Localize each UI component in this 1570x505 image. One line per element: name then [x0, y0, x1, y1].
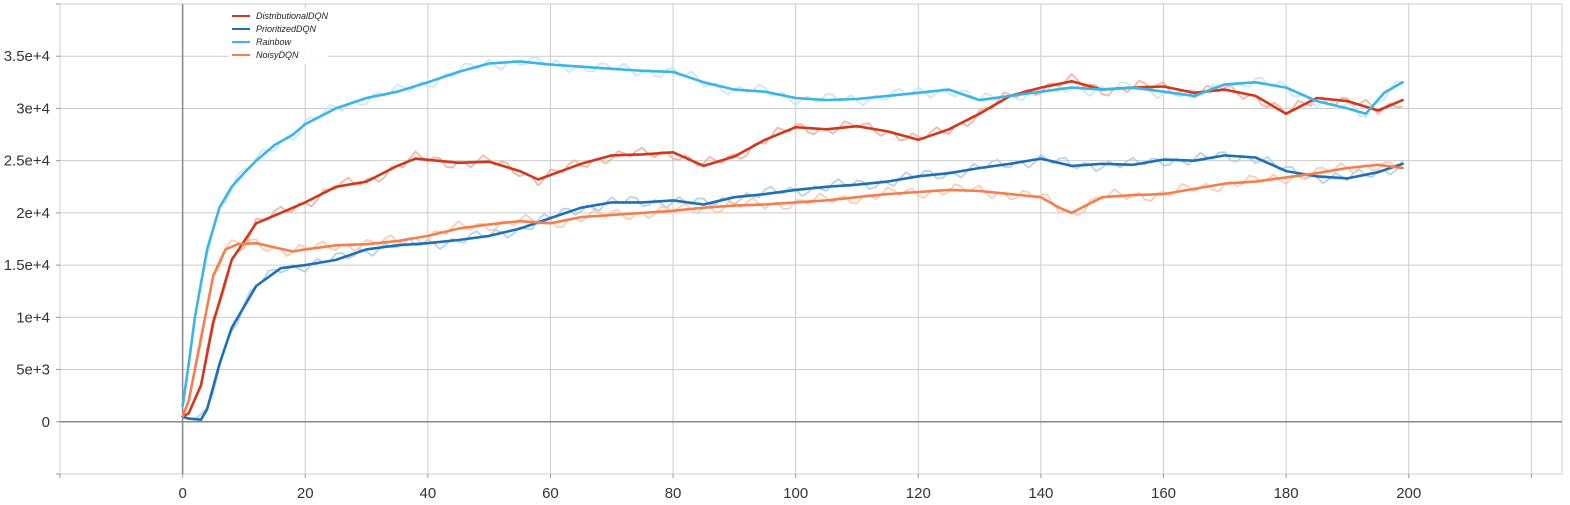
series-line-DistributionalDQN: [181, 80, 1404, 418]
y-tick-label: 2.5e+4: [4, 153, 50, 170]
x-tick-label: 0: [178, 485, 186, 502]
x-tick-label: 60: [542, 485, 559, 502]
legend: DistributionalDQN PrioritizedDQN Rainbow No…: [228, 8, 329, 64]
legend-label: DistributionalDQN: [256, 11, 329, 21]
legend-label: Rainbow: [256, 37, 292, 47]
x-tick-label: 20: [297, 485, 314, 502]
plot-frame: [59, 3, 1563, 475]
axes: [56, 3, 1562, 478]
x-tick-label: 180: [1274, 485, 1299, 502]
series-raw-Rainbow: [181, 56, 1403, 407]
x-tick-label: 140: [1028, 485, 1053, 502]
series-raw-NoisyDQN: [181, 161, 1403, 417]
y-tick-label: 3e+4: [16, 100, 50, 117]
x-tick-label: 160: [1151, 485, 1176, 502]
x-tick-label: 200: [1396, 485, 1421, 502]
y-tick-label: 3.5e+4: [4, 48, 50, 65]
series-raw-PrioritizedDQN: [182, 151, 1404, 421]
y-tick-label: 1.5e+4: [4, 257, 50, 274]
smoothed-series-layer: [181, 60, 1404, 422]
y-tick-label: 2e+4: [16, 205, 50, 222]
grid-lines: [59, 3, 1563, 475]
raw-series-layer: [181, 56, 1404, 421]
series-line-PrioritizedDQN: [181, 154, 1404, 422]
series-line-NoisyDQN: [181, 163, 1404, 418]
x-tick-label: 80: [665, 485, 682, 502]
tick-labels: 0 20 40 60 80 100 120 140 160 180 200 0 5e+3 1e+4 1.5e…: [4, 48, 1422, 502]
x-tick-label: 100: [783, 485, 808, 502]
series-line-Rainbow: [181, 60, 1404, 408]
y-tick-label: 1e+4: [16, 309, 50, 326]
legend-label: PrioritizedDQN: [256, 24, 317, 34]
y-tick-label: 5e+3: [16, 362, 50, 379]
x-tick-label: 40: [419, 485, 436, 502]
x-tick-label: 120: [906, 485, 931, 502]
legend-label: NoisyDQN: [256, 50, 299, 60]
y-tick-label: 0: [42, 414, 50, 431]
